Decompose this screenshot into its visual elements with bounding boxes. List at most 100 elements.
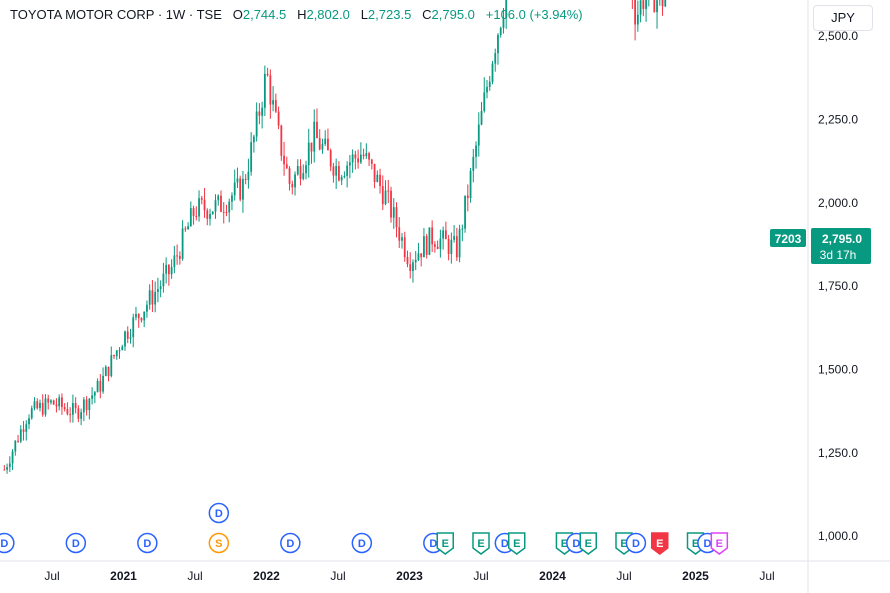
- event-marker-shape: [651, 532, 669, 555]
- event-marker-shape: [351, 532, 373, 554]
- price-tick-label: 1,000.0: [818, 529, 858, 543]
- candle-body: [82, 399, 85, 413]
- candle-body: [58, 397, 61, 407]
- earnings-event-marker[interactable]: E: [436, 532, 454, 555]
- candle-body: [231, 195, 233, 202]
- price-tag-bg: [811, 228, 871, 264]
- event-marker-label: E: [716, 538, 723, 550]
- candle-body: [140, 318, 143, 321]
- candle-body: [28, 418, 30, 425]
- candle-body: [348, 162, 351, 166]
- currency-button[interactable]: JPY: [813, 5, 873, 31]
- chart-legend: TOYOTA MOTOR CORP · 1W · TSE O2,744.5 H2…: [10, 7, 583, 22]
- candle-body: [187, 226, 189, 230]
- candle-body: [491, 63, 494, 82]
- candle-body: [412, 262, 414, 271]
- dividend-event-marker[interactable]: D: [280, 532, 301, 554]
- event-marker-shape: [280, 532, 301, 554]
- time-tick-label: Jul: [44, 569, 59, 583]
- dividend-event-marker[interactable]: D: [137, 532, 158, 554]
- candle-body: [318, 138, 321, 150]
- candle-body: [181, 228, 184, 259]
- candle-body: [126, 331, 129, 339]
- candle-body: [368, 153, 370, 160]
- event-marker-label: D: [72, 538, 80, 550]
- candle-body: [466, 195, 469, 198]
- candle-body: [170, 267, 173, 275]
- earnings-down-event-marker[interactable]: E: [651, 532, 669, 555]
- dividend-event-marker[interactable]: D: [65, 532, 87, 554]
- candle-body: [148, 290, 151, 305]
- low-value: 2,723.5: [367, 7, 412, 22]
- candle-body: [403, 237, 406, 258]
- price-axis[interactable]: 1,000.0 1,250.0 1,500.0 1,750.0 2,000.0 2,250…: [818, 29, 858, 543]
- candle-body: [173, 255, 176, 268]
- candle-body: [85, 399, 88, 411]
- candle-body: [439, 238, 442, 249]
- candle-body: [472, 156, 475, 171]
- candle-body: [80, 412, 83, 419]
- dividend-event-marker[interactable]: D: [0, 532, 15, 554]
- dividend-event-marker[interactable]: D: [625, 532, 647, 554]
- price-tick-label: 1,250.0: [818, 446, 858, 460]
- candle-body: [206, 210, 209, 219]
- candle-body: [302, 173, 305, 179]
- candle-body: [33, 401, 36, 409]
- candle-body: [200, 198, 203, 200]
- candles-group: [3, 0, 667, 474]
- candle-body: [477, 124, 480, 146]
- candle-body: [209, 214, 211, 219]
- candle-body: [285, 164, 288, 169]
- event-marker-label: D: [429, 538, 437, 550]
- event-marker-label: D: [0, 538, 8, 550]
- event-marker-shape: [710, 532, 729, 555]
- price-tick-label: 1,500.0: [818, 363, 858, 377]
- candle-body: [6, 467, 8, 470]
- candle-body: [167, 264, 170, 275]
- split-event-marker[interactable]: S: [208, 532, 230, 554]
- open-label: O: [232, 7, 243, 22]
- price-tick-label: 2,250.0: [818, 113, 858, 127]
- candle-body: [233, 182, 236, 196]
- candle-body: [499, 27, 502, 35]
- candle-body: [395, 207, 398, 228]
- candle-body: [239, 178, 242, 200]
- candle-body: [291, 183, 294, 188]
- earnings-event-marker[interactable]: E: [472, 532, 490, 555]
- candle-body: [642, 0, 645, 9]
- candle-body: [321, 144, 324, 150]
- candle-body: [69, 414, 72, 416]
- time-tick-label: Jul: [187, 569, 202, 583]
- dividend-event-marker[interactable]: D: [208, 502, 230, 524]
- candle-body: [316, 121, 318, 139]
- candle-body: [143, 311, 146, 321]
- candle-body: [137, 313, 140, 319]
- events-group: D D DDS D D D E E D E E D E E D E E D E: [0, 502, 729, 555]
- candle-body: [338, 166, 340, 181]
- time-tick-label: 2025: [682, 569, 709, 583]
- candle-body: [453, 236, 455, 240]
- price-tick-label: 1,750.0: [818, 279, 858, 293]
- candle-body: [8, 463, 11, 468]
- event-marker-label: D: [572, 538, 580, 550]
- candle-body: [483, 92, 486, 111]
- candle-body: [3, 469, 6, 471]
- candle-body: [274, 100, 277, 112]
- earnings-event-marker[interactable]: E: [579, 532, 597, 555]
- candle-body: [198, 198, 200, 217]
- earnings-upcoming-event-marker[interactable]: E: [710, 532, 729, 555]
- earnings-event-marker[interactable]: E: [508, 532, 526, 555]
- candle-body: [102, 375, 104, 392]
- candle-body: [656, 0, 658, 13]
- candle-body: [634, 0, 637, 25]
- dividend-event-marker[interactable]: D: [351, 532, 373, 554]
- candle-body: [288, 168, 291, 184]
- event-marker-label: E: [656, 538, 663, 550]
- event-marker-shape: [0, 532, 15, 554]
- candle-body: [296, 166, 299, 175]
- time-axis[interactable]: Jul 2021 Jul 2022 Jul 2023 Jul 2024 Jul 2025 Jul: [44, 569, 774, 583]
- event-marker-label: E: [442, 538, 449, 550]
- candle-body: [225, 212, 228, 214]
- candle-body: [420, 253, 423, 258]
